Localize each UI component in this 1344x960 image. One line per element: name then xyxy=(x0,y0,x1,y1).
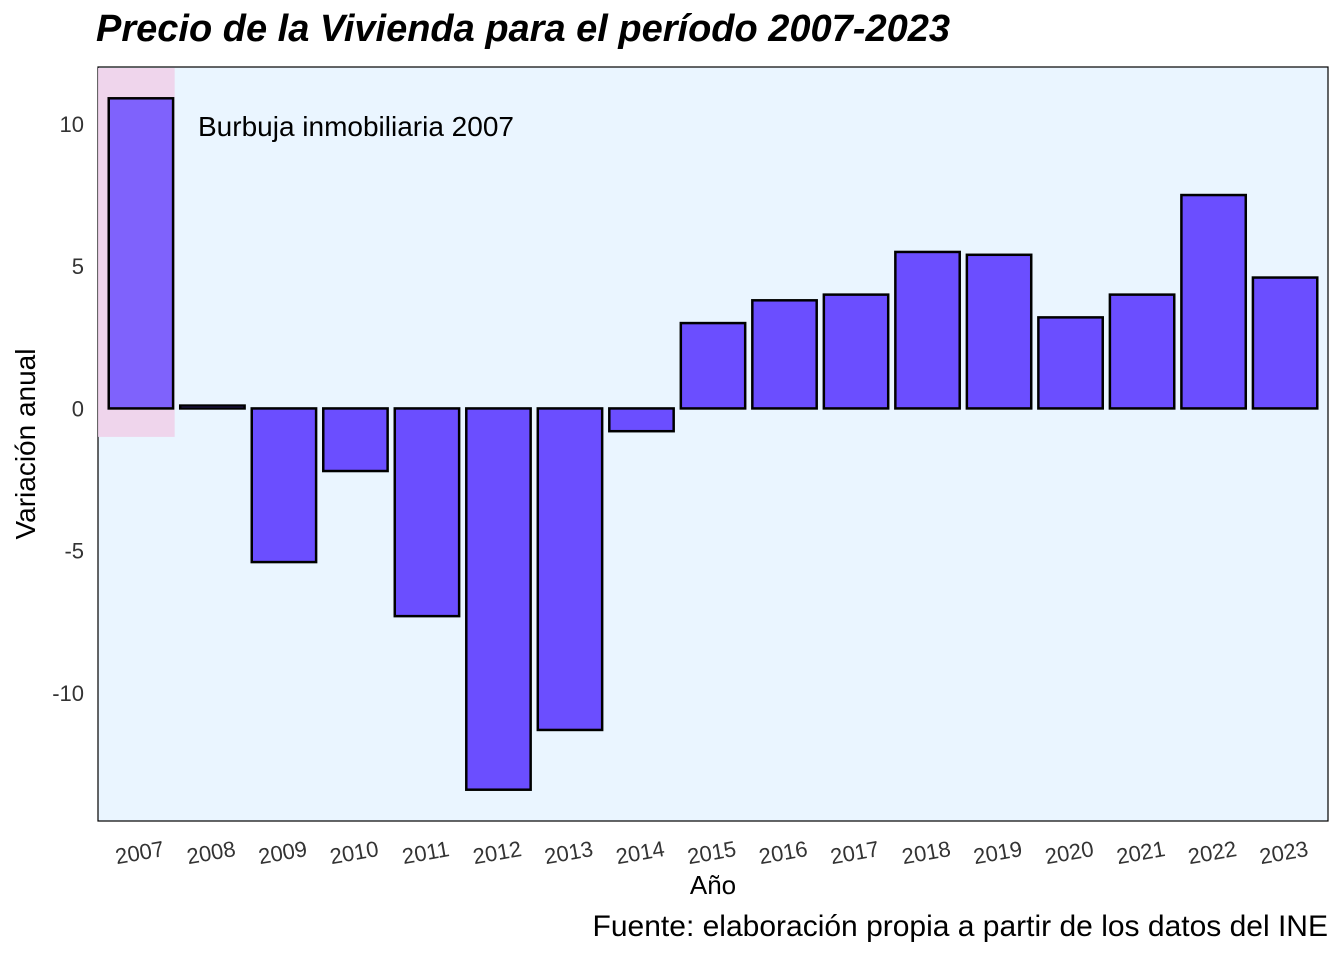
chart-title: Precio de la Vivienda para el período 20… xyxy=(96,8,950,50)
y-tick-label: 0 xyxy=(72,396,84,421)
x-tick-label: 2009 xyxy=(256,836,309,869)
source-caption: Fuente: elaboración propia a partir de l… xyxy=(592,910,1328,943)
y-tick-label: 5 xyxy=(72,254,84,279)
bar-2022 xyxy=(1180,193,1248,410)
bar-2008 xyxy=(178,404,246,410)
bar-2015 xyxy=(679,321,747,410)
bar-2021 xyxy=(1108,293,1176,410)
y-tick-label: -5 xyxy=(64,539,84,564)
y-tick-label: 10 xyxy=(60,112,84,137)
x-tick-label: 2011 xyxy=(400,836,451,869)
bar-2023 xyxy=(1251,276,1319,410)
bar-2014 xyxy=(608,407,675,433)
annotation-label: Burbuja inmobiliaria 2007 xyxy=(198,111,514,142)
x-tick-label: 2014 xyxy=(614,836,667,869)
x-tick-label: 2013 xyxy=(542,836,595,869)
x-tick-label: 2017 xyxy=(828,836,881,869)
x-tick-label: 2020 xyxy=(1043,836,1096,869)
bar-2011 xyxy=(393,407,461,618)
x-tick-label: 2008 xyxy=(185,836,238,869)
x-tick-label: 2022 xyxy=(1186,836,1239,869)
x-tick-label: 2021 xyxy=(1114,836,1167,869)
bar-2017 xyxy=(822,293,890,410)
bar-2009 xyxy=(250,407,318,564)
y-tick-label: -10 xyxy=(52,681,84,706)
bar-2020 xyxy=(1037,316,1104,410)
x-tick-label: 2012 xyxy=(471,836,524,869)
bar-2012 xyxy=(465,407,532,791)
y-axis-label: Variación anual xyxy=(10,349,41,540)
x-tick-label: 2007 xyxy=(113,836,166,869)
x-tick-label: 2010 xyxy=(328,836,381,869)
bar-2016 xyxy=(751,299,818,410)
bar-2010 xyxy=(322,407,389,473)
x-tick-label: 2016 xyxy=(757,836,810,869)
bar-2007 xyxy=(107,97,175,410)
x-axis-label: Año xyxy=(690,870,736,900)
bar-2018 xyxy=(894,250,961,410)
x-tick-label: 2018 xyxy=(900,836,953,869)
bar-2019 xyxy=(965,253,1033,410)
x-tick-label: 2015 xyxy=(685,836,738,869)
x-tick-label: 2023 xyxy=(1258,836,1311,869)
x-tick-label: 2019 xyxy=(971,836,1024,869)
bar-2013 xyxy=(536,407,604,732)
